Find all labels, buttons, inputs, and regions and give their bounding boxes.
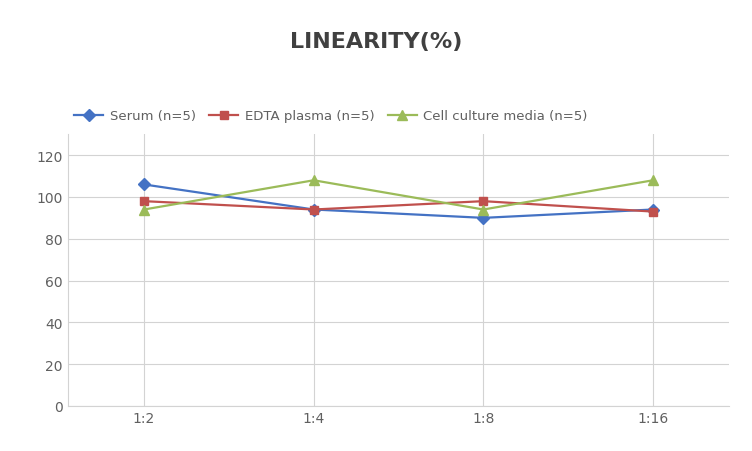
Serum (n=5) — [140, 182, 149, 188]
Cell culture media (n=5) — [479, 207, 488, 213]
EDTA plasma (n=5) — [648, 209, 657, 215]
EDTA plasma (n=5) — [140, 199, 149, 204]
EDTA plasma (n=5) — [309, 207, 318, 213]
Cell culture media (n=5) — [140, 207, 149, 213]
Serum (n=5) — [479, 216, 488, 221]
Line: Serum (n=5): Serum (n=5) — [140, 181, 657, 222]
Serum (n=5) — [309, 207, 318, 213]
Cell culture media (n=5) — [309, 178, 318, 184]
Serum (n=5) — [648, 207, 657, 213]
Cell culture media (n=5) — [648, 178, 657, 184]
Legend: Serum (n=5), EDTA plasma (n=5), Cell culture media (n=5): Serum (n=5), EDTA plasma (n=5), Cell cul… — [74, 110, 587, 123]
Line: Cell culture media (n=5): Cell culture media (n=5) — [139, 176, 658, 215]
EDTA plasma (n=5) — [479, 199, 488, 204]
Text: LINEARITY(%): LINEARITY(%) — [290, 32, 462, 51]
Line: EDTA plasma (n=5): EDTA plasma (n=5) — [140, 198, 657, 216]
